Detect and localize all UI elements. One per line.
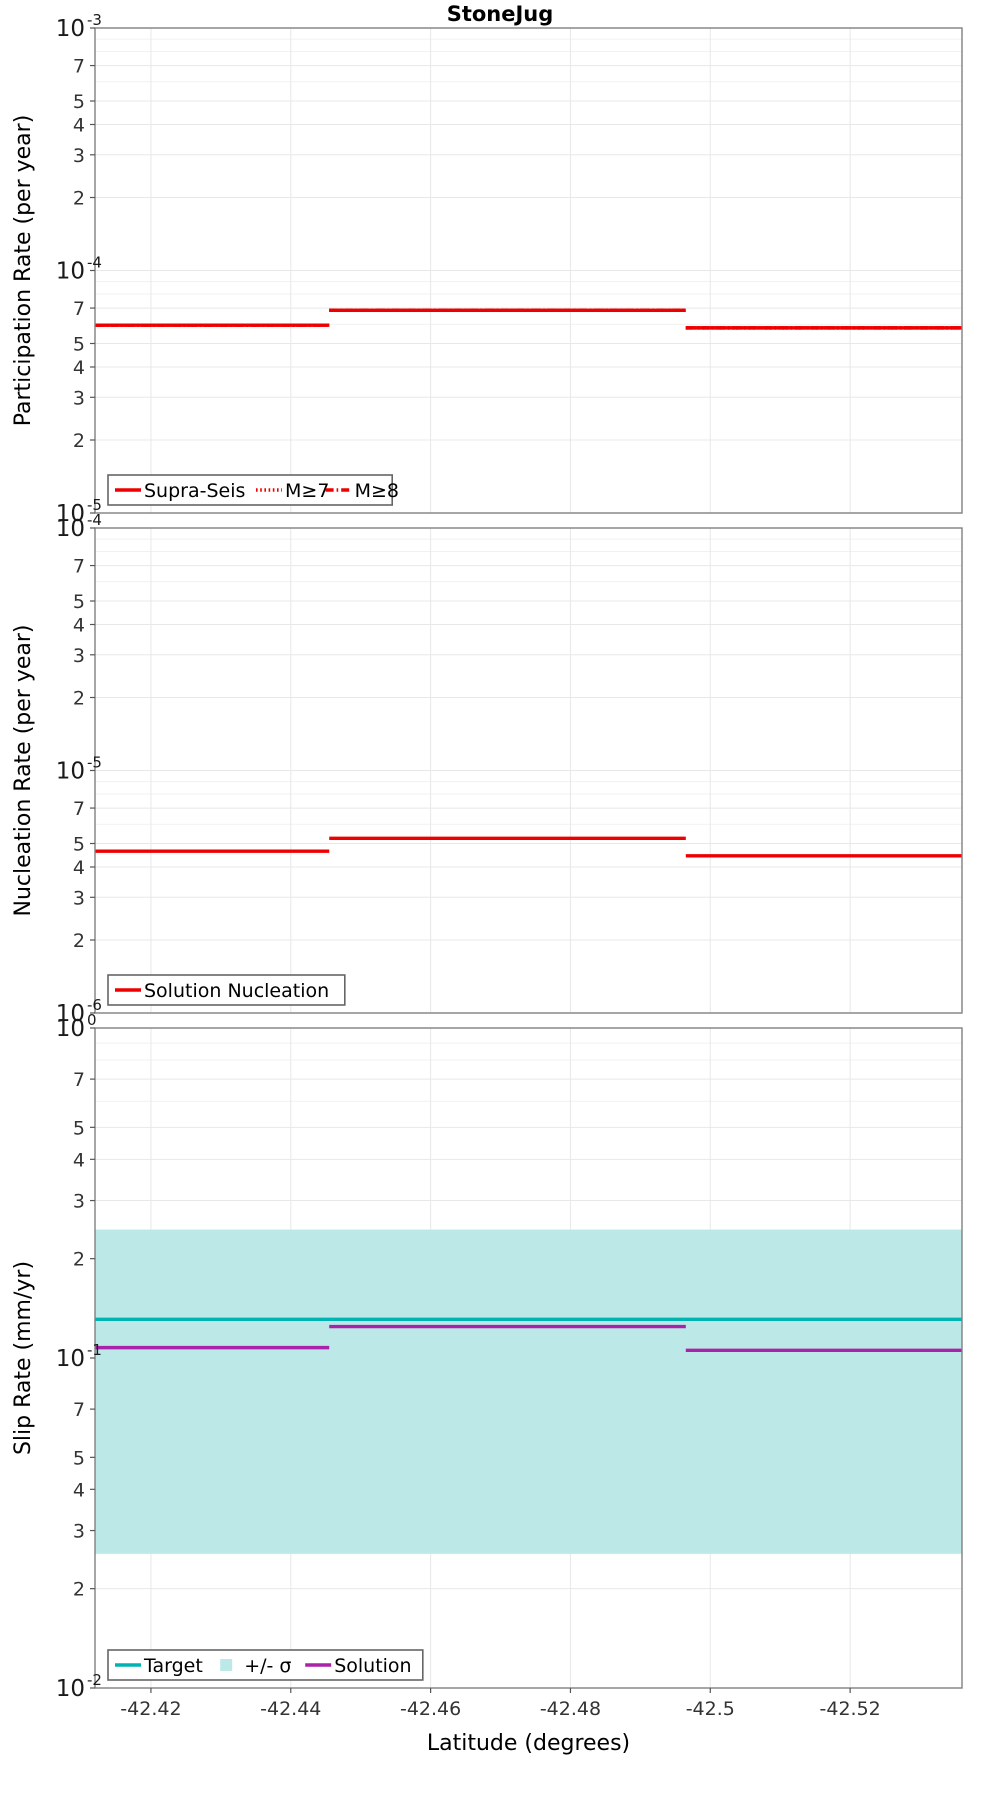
- y-tick-label: 7: [73, 798, 85, 820]
- y-tick-label: 10: [56, 501, 85, 527]
- series-solution-nucleation: [95, 836, 962, 858]
- legend-box: [107, 1649, 424, 1681]
- y-tick-label: 3: [73, 1191, 85, 1213]
- y-tick-label: 7: [73, 1399, 85, 1421]
- x-tick-label: -42.5: [686, 1698, 735, 1720]
- y-tick-label: 3: [73, 145, 85, 167]
- grid-horizontal: [95, 538, 962, 941]
- series-m-8: [95, 308, 962, 330]
- y-tick-label: 7: [73, 556, 85, 578]
- x-tick-label: -42.42: [120, 1698, 181, 1720]
- y-tick-label: 10: [56, 1346, 85, 1372]
- y-tick-label-exponent: -1: [87, 1341, 102, 1359]
- y-tick-label: 5: [73, 1117, 85, 1139]
- grid-vertical: [150, 528, 851, 1013]
- legend-panel-1[interactable]: Supra-Seis M≥7 M≥8: [107, 474, 399, 506]
- legend-label: Supra-Seis: [144, 480, 245, 502]
- y-tick-label-exponent: -6: [87, 996, 102, 1014]
- y-tick-label: 2: [73, 930, 85, 952]
- y-tick-label: 10: [56, 1001, 85, 1027]
- y-tick-label: 10: [56, 759, 85, 785]
- legend-panel-2[interactable]: Solution Nucleation: [107, 974, 346, 1006]
- legend-label: Solution: [334, 1655, 411, 1677]
- y-tick-label-exponent: 0: [87, 1011, 97, 1029]
- y-tick-label: 3: [73, 387, 85, 409]
- y-axis-label: Slip Rate (mm/yr): [11, 1261, 36, 1455]
- series-solution: [95, 1324, 962, 1353]
- y-tick-label: 7: [73, 298, 85, 320]
- legend-box: [107, 974, 346, 1006]
- grid-vertical: [150, 28, 851, 513]
- y-tick-label: 5: [73, 591, 85, 613]
- grid-horizontal: [95, 38, 962, 441]
- legend-label: Target: [143, 1655, 203, 1677]
- y-tick-label: 5: [73, 91, 85, 113]
- y-tick-label: 7: [73, 56, 85, 78]
- y-tick-label: 4: [73, 1479, 85, 1501]
- y-tick-label-exponent: -3: [87, 11, 102, 29]
- y-tick-label: 2: [73, 1579, 85, 1601]
- legend-label: Solution Nucleation: [144, 980, 329, 1002]
- x-axis-ticks: -42.42 -42.44 -42.46 -42.48 -42.5 -42.52: [120, 1688, 881, 1720]
- y-axis-label: Participation Rate (per year): [11, 115, 36, 427]
- x-tick-label: -42.52: [820, 1698, 881, 1720]
- y-tick-label: 10: [56, 1676, 85, 1702]
- x-tick-label: -42.46: [400, 1698, 461, 1720]
- y-tick-label: 4: [73, 357, 85, 379]
- legend-label: +/- σ: [244, 1655, 291, 1677]
- y-tick-label: 3: [73, 1521, 85, 1543]
- y-tick-label: 4: [73, 115, 85, 137]
- y-tick-label-exponent: -2: [87, 1671, 102, 1689]
- y-tick-label: 4: [73, 1149, 85, 1171]
- y-axis-label: Nucleation Rate (per year): [11, 625, 36, 917]
- x-axis-label: Latitude (degrees): [427, 1731, 630, 1756]
- y-tick-label: 4: [73, 615, 85, 637]
- legend-label: M≥8: [355, 480, 399, 502]
- y-tick-label: 5: [73, 1447, 85, 1469]
- y-tick-label-exponent: -5: [87, 754, 102, 772]
- y-tick-label: 2: [73, 188, 85, 210]
- legend-label: M≥7: [285, 480, 329, 502]
- y-tick-label: 10: [56, 1016, 85, 1042]
- x-tick-label: -42.44: [260, 1698, 321, 1720]
- y-tick-label: 7: [73, 1069, 85, 1091]
- y-tick-label-exponent: -4: [87, 254, 102, 272]
- x-tick-label: -42.48: [540, 1698, 601, 1720]
- legend-panel-3[interactable]: Target +/- σ Solution: [107, 1649, 424, 1681]
- y-tick-label: 4: [73, 857, 85, 879]
- y-tick-label: 10: [56, 516, 85, 542]
- y-tick-label: 10: [56, 16, 85, 42]
- y-tick-label: 3: [73, 887, 85, 909]
- legend-swatch--: [220, 1659, 233, 1671]
- y-tick-label: 2: [73, 688, 85, 710]
- y-tick-label: 2: [73, 1249, 85, 1271]
- y-tick-label-exponent: -5: [87, 496, 102, 514]
- y-tick-label: 10: [56, 259, 85, 285]
- y-tick-label: 5: [73, 333, 85, 355]
- y-tick-label: 3: [73, 645, 85, 667]
- y-tick-label: 2: [73, 430, 85, 452]
- y-tick-label-exponent: -4: [87, 511, 102, 529]
- figure-title: StoneJug: [446, 2, 554, 26]
- y-tick-label: 5: [73, 833, 85, 855]
- uncertainty-band: [95, 1229, 962, 1554]
